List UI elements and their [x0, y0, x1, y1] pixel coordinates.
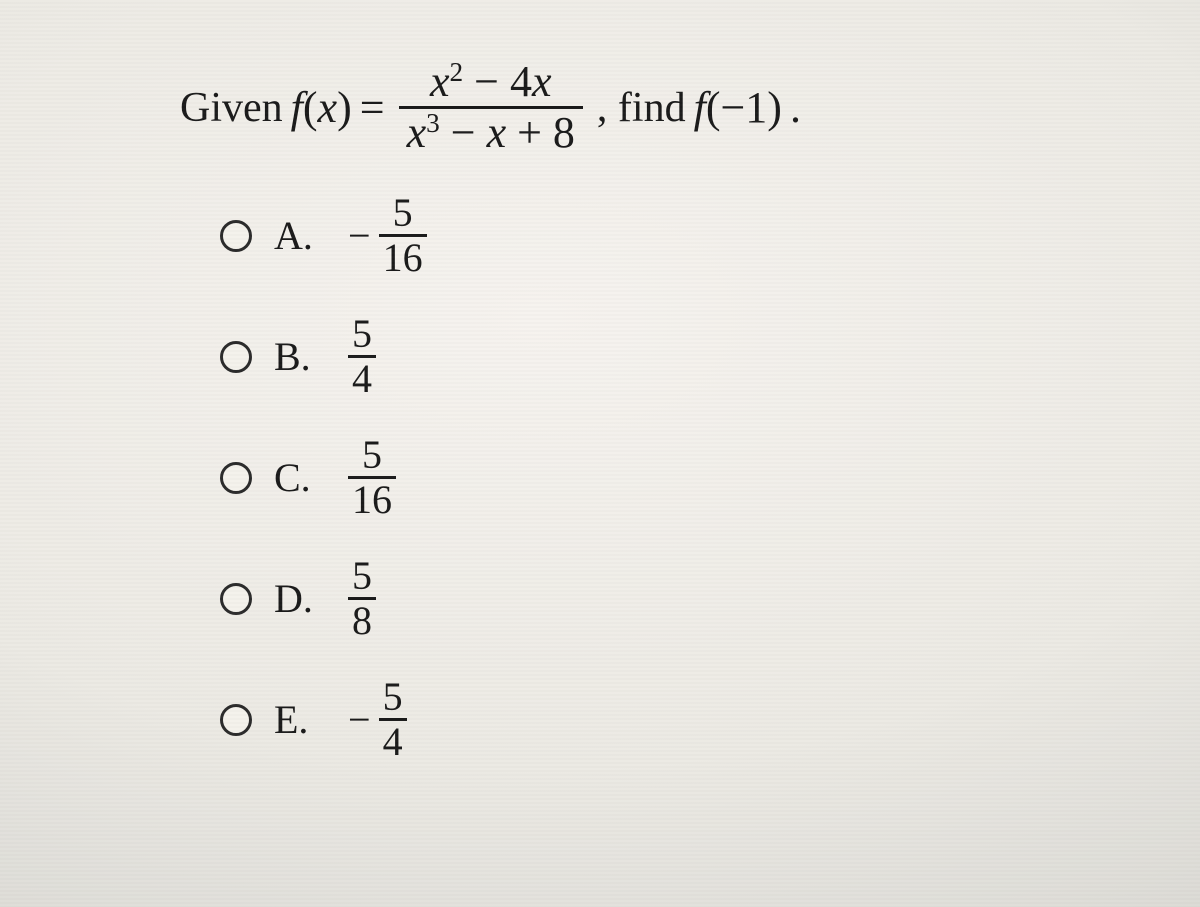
option-value: 5 8 [348, 556, 376, 641]
radio-icon[interactable] [220, 704, 252, 736]
question-stem: Given f(x) = x2 − 4x x3 − x + 8 , find f… [180, 60, 801, 155]
option-value: − 5 4 [348, 677, 407, 762]
option-a[interactable]: A. − 5 16 [220, 193, 801, 278]
fx-expr: f(x) [291, 86, 352, 130]
numerator: x2 − 4x [422, 60, 560, 104]
f-of-neg1: f(−1) [694, 86, 782, 130]
find-phrase: , find [597, 87, 686, 129]
radio-icon[interactable] [220, 462, 252, 494]
option-letter: E. [274, 696, 326, 743]
radio-icon[interactable] [220, 583, 252, 615]
fraction: 5 4 [379, 677, 407, 762]
fraction: 5 16 [348, 435, 396, 520]
fraction: 5 4 [348, 314, 376, 399]
question-block: Given f(x) = x2 − 4x x3 − x + 8 , find f… [180, 60, 801, 762]
equals-sign: = [360, 86, 385, 130]
given-word: Given [180, 87, 283, 129]
option-b[interactable]: B. 5 4 [220, 314, 801, 399]
option-letter: D. [274, 575, 326, 622]
radio-icon[interactable] [220, 341, 252, 373]
minus-sign: − [348, 696, 371, 743]
option-value: 5 16 [348, 435, 396, 520]
option-e[interactable]: E. − 5 4 [220, 677, 801, 762]
period: . [790, 86, 801, 130]
option-letter: A. [274, 212, 326, 259]
fraction: 5 8 [348, 556, 376, 641]
minus-sign: − [348, 212, 371, 259]
answer-options: A. − 5 16 B. 5 4 C [220, 193, 801, 762]
option-letter: C. [274, 454, 326, 501]
fraction: 5 16 [379, 193, 427, 278]
radio-icon[interactable] [220, 220, 252, 252]
rational-expression: x2 − 4x x3 − x + 8 [399, 60, 583, 155]
denominator: x3 − x + 8 [399, 111, 583, 155]
option-letter: B. [274, 333, 326, 380]
option-value: − 5 16 [348, 193, 427, 278]
option-d[interactable]: D. 5 8 [220, 556, 801, 641]
option-c[interactable]: C. 5 16 [220, 435, 801, 520]
option-value: 5 4 [348, 314, 376, 399]
